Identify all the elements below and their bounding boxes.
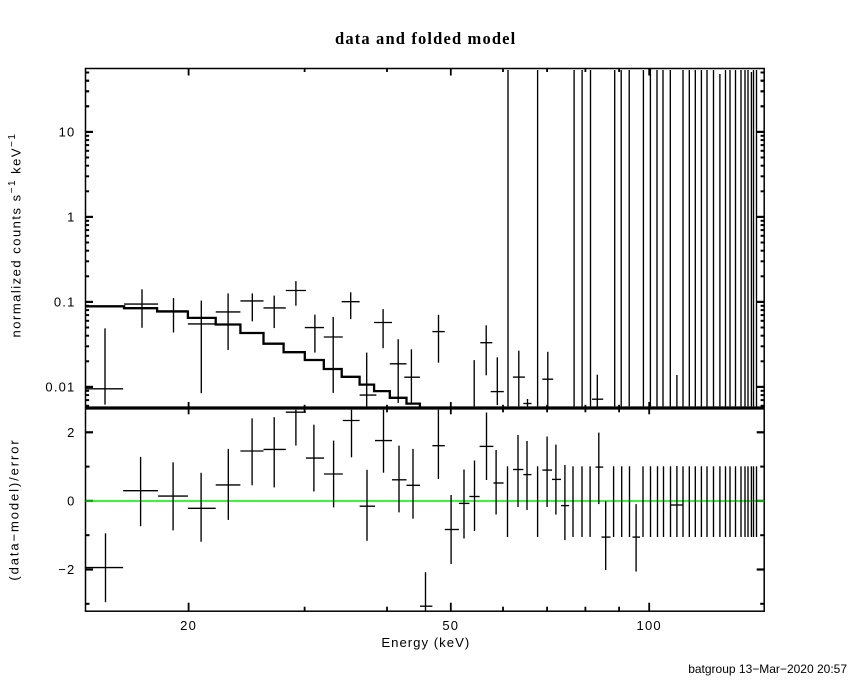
svg-text:batgroup 13−Mar−2020 20:57: batgroup 13−Mar−2020 20:57 xyxy=(688,662,847,676)
svg-text:100: 100 xyxy=(637,618,662,633)
svg-text:0.1: 0.1 xyxy=(54,294,76,309)
svg-text:−2: −2 xyxy=(58,562,75,577)
svg-text:data and folded model: data and folded model xyxy=(335,29,516,48)
svg-text:50: 50 xyxy=(442,618,459,633)
svg-text:(data−model)/error: (data−model)/error xyxy=(7,438,22,580)
svg-text:10: 10 xyxy=(59,124,76,139)
svg-text:normalized counts s−1 keV−1: normalized counts s−1 keV−1 xyxy=(7,133,24,338)
svg-text:0.01: 0.01 xyxy=(45,379,75,394)
svg-text:0: 0 xyxy=(67,493,75,508)
svg-text:Energy (keV): Energy (keV) xyxy=(381,635,470,650)
svg-text:20: 20 xyxy=(180,618,197,633)
svg-text:1: 1 xyxy=(67,209,75,224)
svg-text:2: 2 xyxy=(67,425,75,440)
